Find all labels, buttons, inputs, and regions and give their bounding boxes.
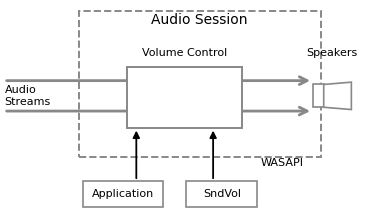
Bar: [83, 181, 163, 207]
Bar: [186, 181, 257, 207]
Text: Audio Session: Audio Session: [151, 13, 248, 27]
Bar: [313, 84, 324, 107]
Text: Audio
Streams: Audio Streams: [5, 85, 51, 107]
Text: Application: Application: [92, 189, 154, 199]
Bar: [127, 67, 242, 128]
Text: WASAPI: WASAPI: [261, 158, 304, 168]
Text: Volume Control: Volume Control: [142, 48, 227, 58]
Text: SndVol: SndVol: [203, 189, 241, 199]
Text: Speakers: Speakers: [306, 48, 358, 58]
Bar: [79, 11, 321, 157]
Polygon shape: [324, 82, 351, 109]
